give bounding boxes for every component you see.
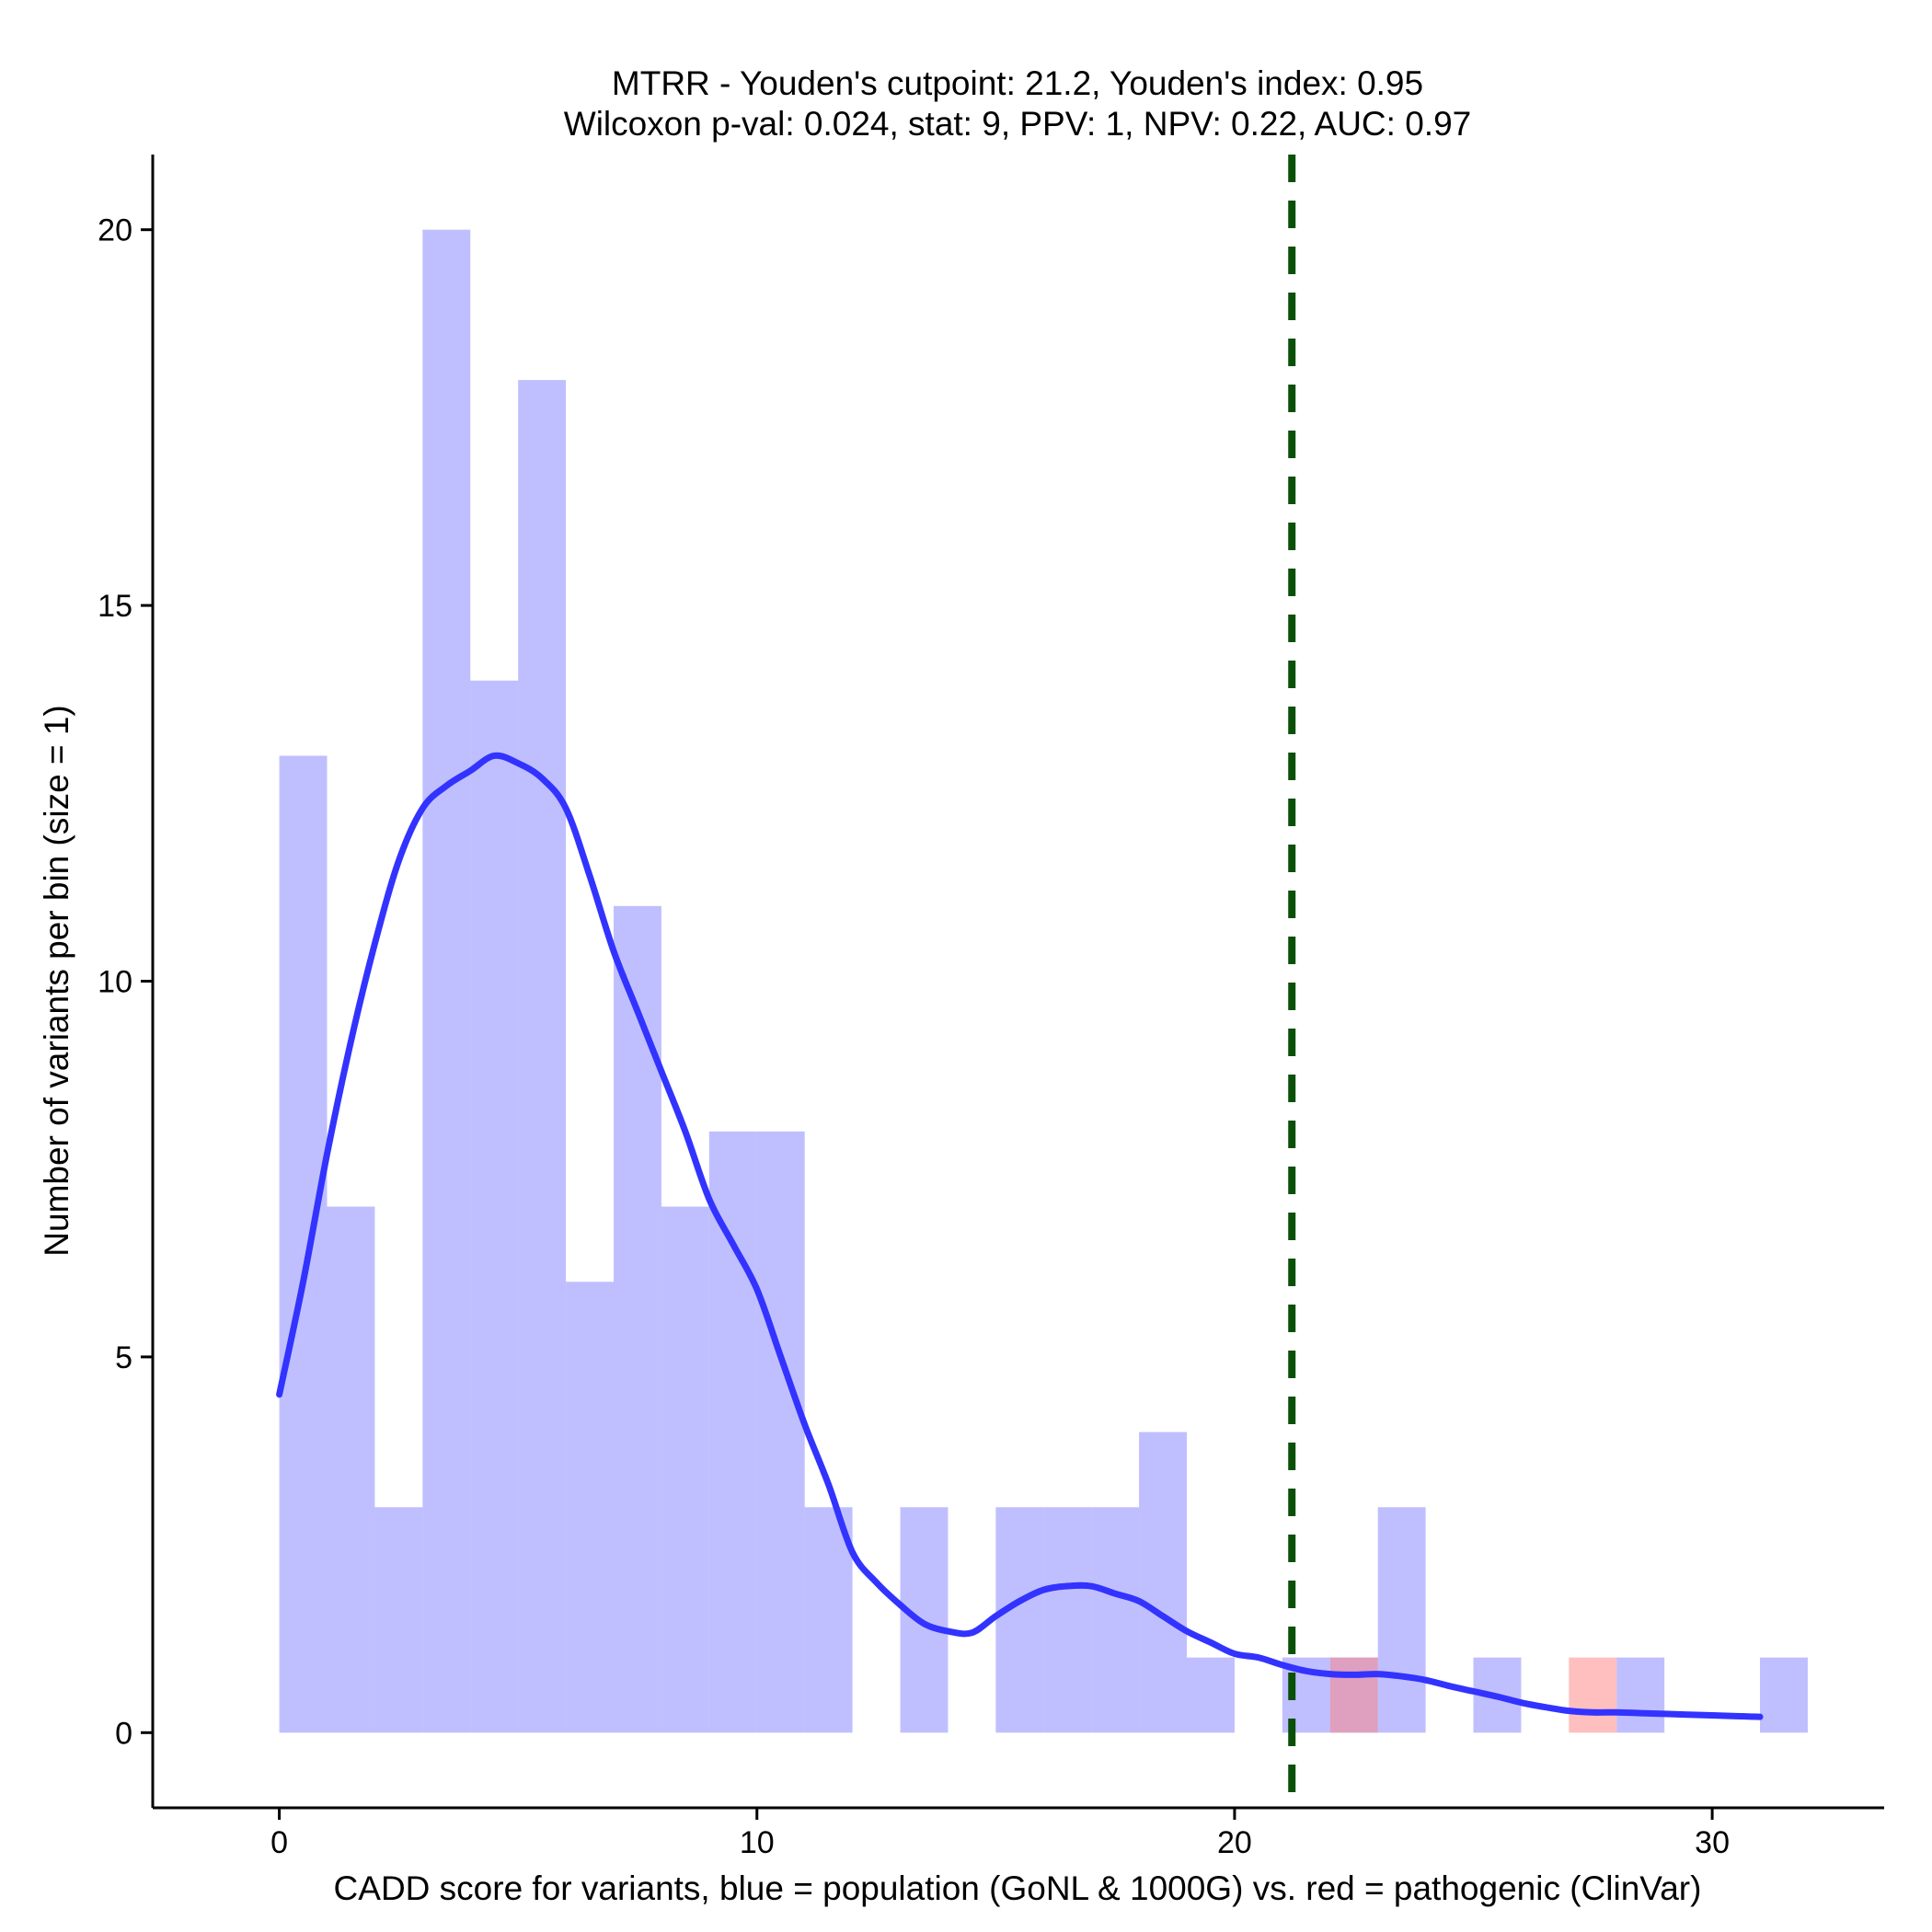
population-bars xyxy=(279,229,1808,1733)
population-bar-6 xyxy=(566,1282,615,1733)
population-bar-0 xyxy=(279,755,328,1733)
x-tick-label-0: 0 xyxy=(270,1825,288,1860)
title-line-1: MTRR - Youden's cutpoint: 21.2, Youden's… xyxy=(612,64,1423,102)
population-bar-11 xyxy=(804,1507,853,1733)
x-ticks: 0 10 20 30 xyxy=(270,1808,1730,1860)
y-axis-title: Number of variants per bin (size = 1) xyxy=(38,705,75,1256)
population-bar-4 xyxy=(470,680,519,1733)
x-tick-label-10: 10 xyxy=(740,1825,775,1860)
y-tick-label-20: 20 xyxy=(98,213,132,248)
y-tick-label-10: 10 xyxy=(98,965,132,1000)
population-bar-28 xyxy=(1616,1657,1665,1733)
density-curve xyxy=(276,752,1764,1720)
y-tick-label-15: 15 xyxy=(98,589,132,624)
x-tick-label-30: 30 xyxy=(1695,1825,1730,1860)
x-axis-title: CADD score for variants, blue = populati… xyxy=(334,1869,1702,1907)
population-bar-13 xyxy=(900,1507,949,1733)
pathogenic-bar-27 xyxy=(1569,1657,1617,1733)
population-bar-10 xyxy=(756,1131,805,1733)
population-bar-17 xyxy=(1091,1507,1140,1733)
population-bar-31 xyxy=(1760,1657,1808,1733)
population-bar-23 xyxy=(1377,1507,1426,1733)
pathogenic-bar-22 xyxy=(1329,1657,1378,1733)
x-tick-label-20: 20 xyxy=(1217,1825,1252,1860)
axes: 0 10 20 30 0 5 10 15 20 xyxy=(98,155,1884,1860)
y-tick-label-0: 0 xyxy=(115,1716,132,1751)
y-ticks: 0 5 10 15 20 xyxy=(98,213,153,1751)
population-bar-18 xyxy=(1139,1432,1188,1733)
population-bar-15 xyxy=(995,1507,1044,1733)
population-bar-2 xyxy=(374,1507,423,1733)
chart-title: MTRR - Youden's cutpoint: 21.2, Youden's… xyxy=(564,64,1471,143)
population-bar-19 xyxy=(1187,1657,1235,1733)
population-bar-1 xyxy=(327,1206,375,1733)
population-bar-16 xyxy=(1043,1507,1092,1733)
pathogenic-bars xyxy=(1329,1657,1617,1733)
population-bar-9 xyxy=(708,1131,757,1733)
population-bar-7 xyxy=(614,905,661,1733)
title-line-2: Wilcoxon p-val: 0.024, stat: 9, PPV: 1, … xyxy=(564,105,1471,143)
population-bar-3 xyxy=(422,229,471,1733)
y-tick-label-5: 5 xyxy=(115,1340,132,1375)
population-bar-5 xyxy=(518,380,567,1733)
population-bar-8 xyxy=(661,1206,709,1733)
